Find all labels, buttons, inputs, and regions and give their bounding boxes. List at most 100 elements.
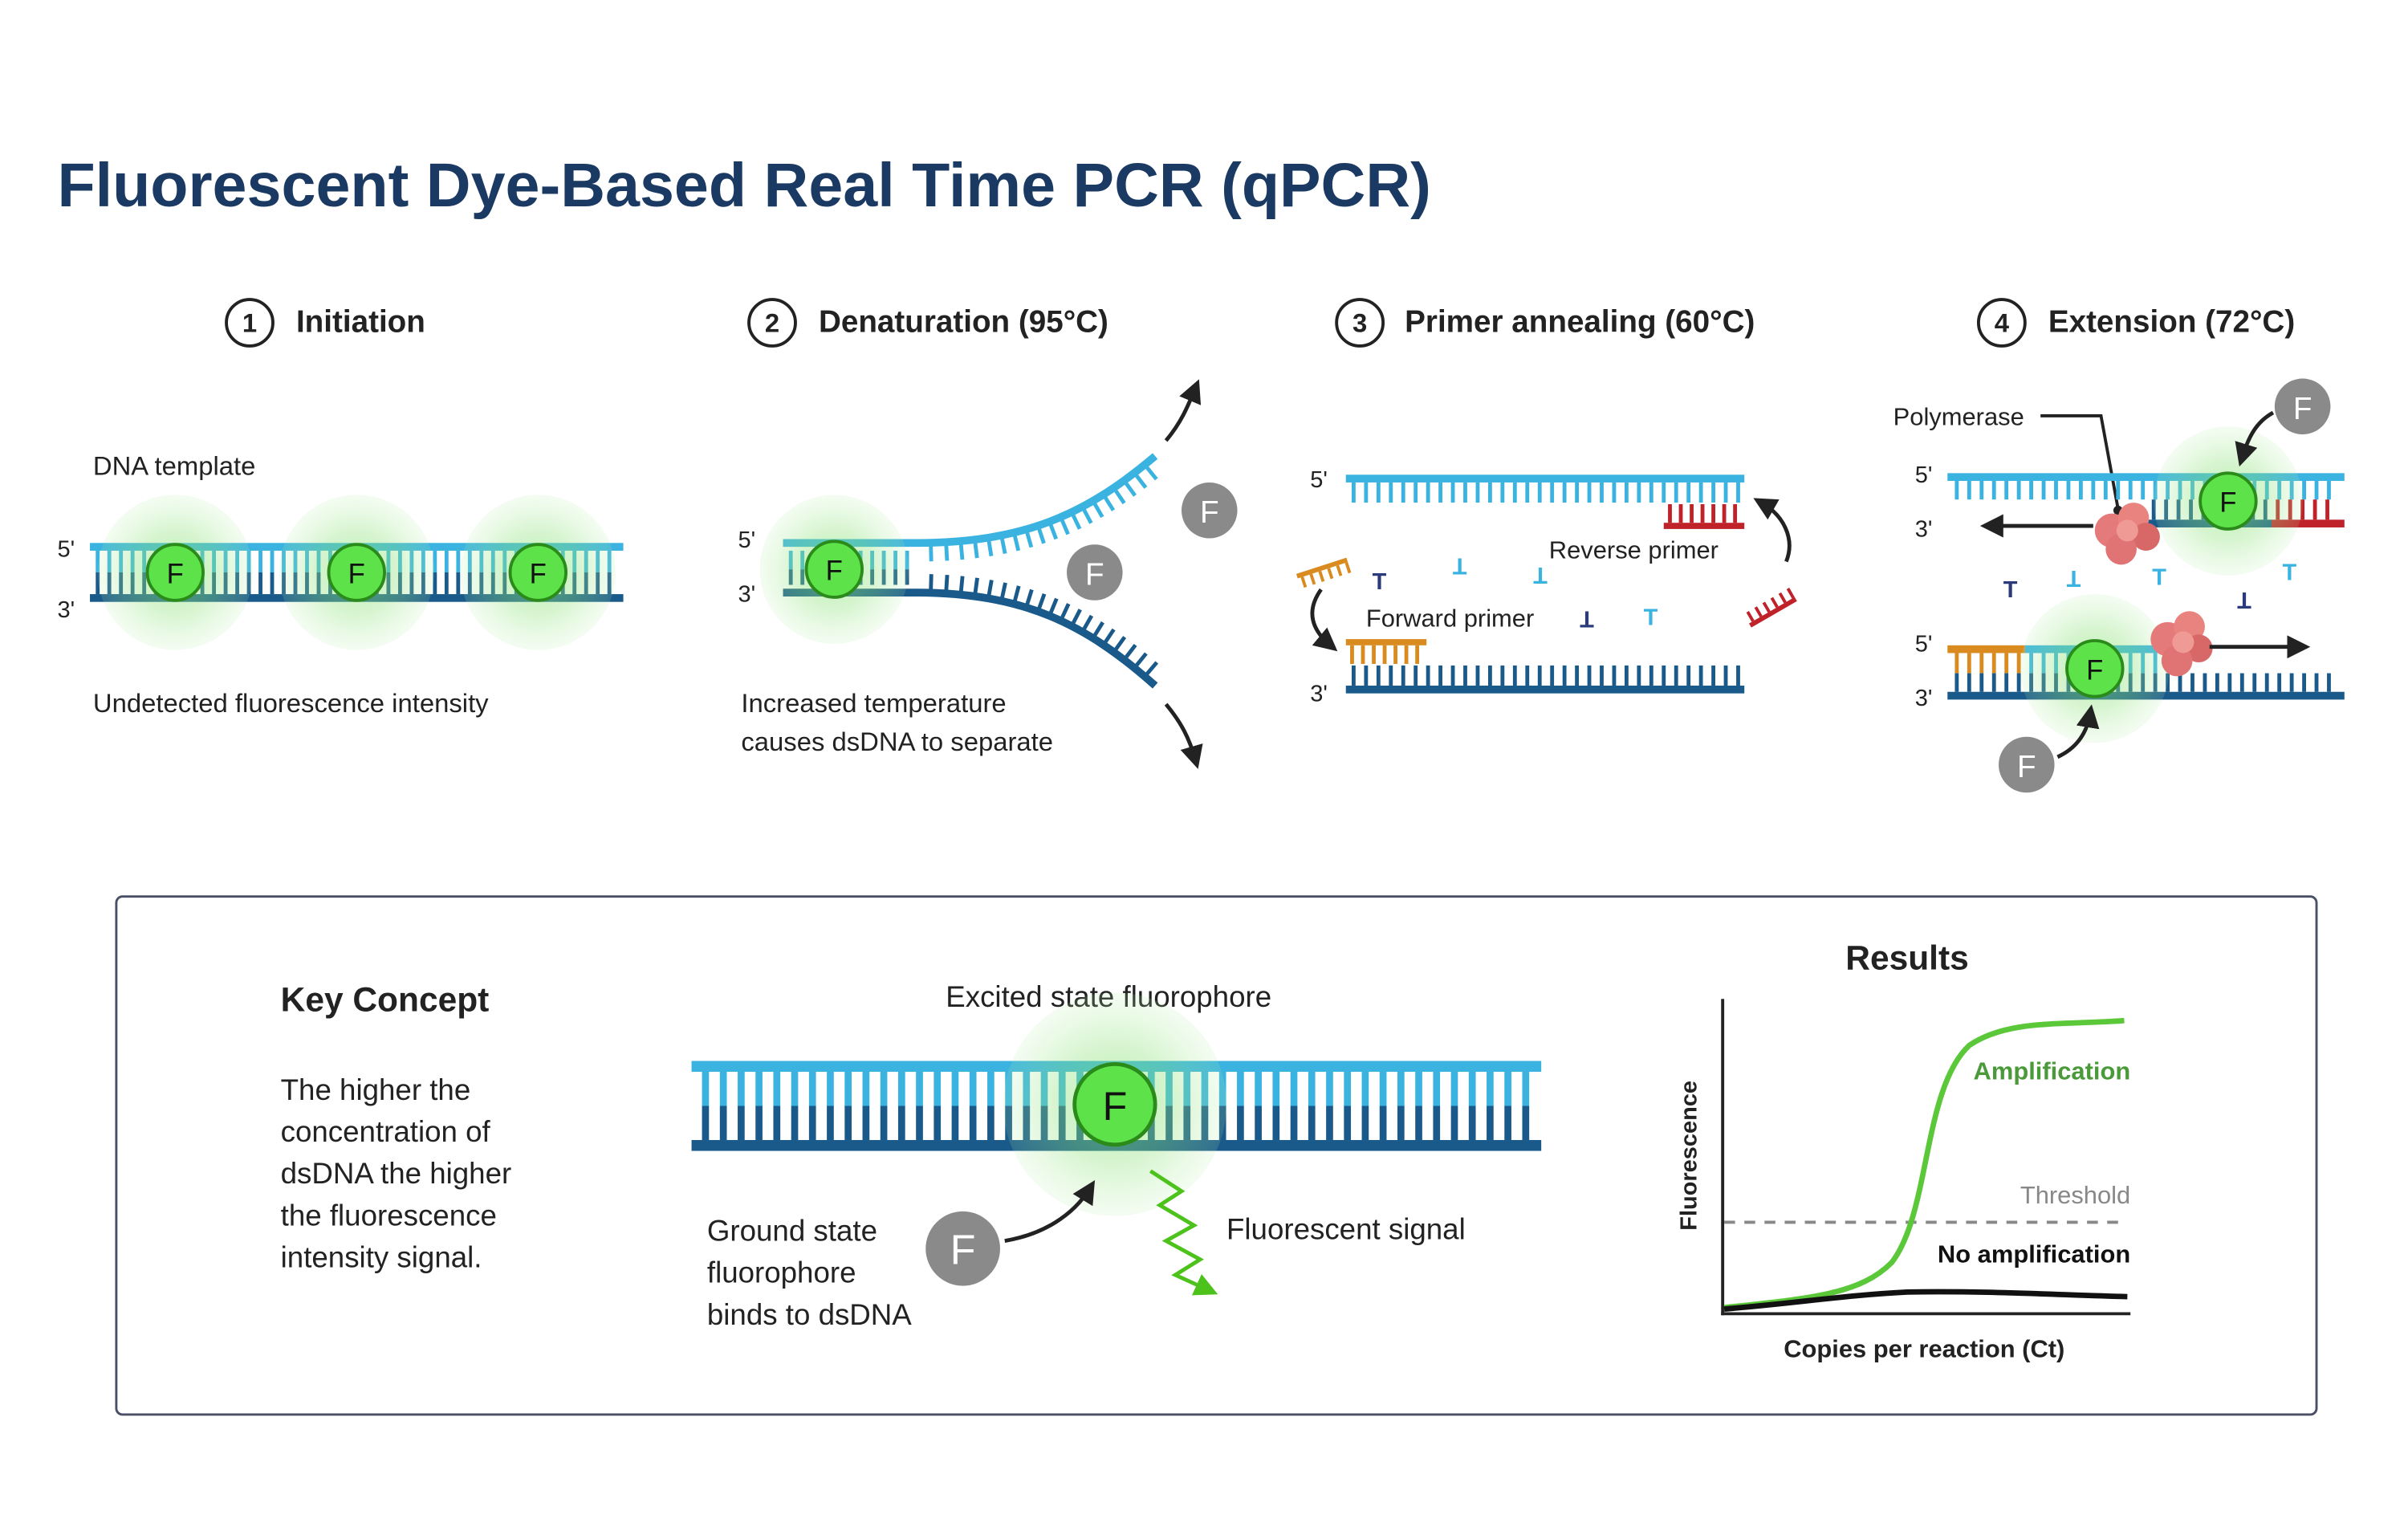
top-strand-separating xyxy=(783,453,1158,548)
base xyxy=(1069,511,1082,530)
base xyxy=(1011,531,1021,552)
ground-state-label: Ground state fluorophore binds to dsDNA xyxy=(707,1215,912,1331)
fluorescent-signal-label: Fluorescent signal xyxy=(1226,1213,1466,1246)
base xyxy=(1091,499,1104,519)
three-prime-label: 3' xyxy=(1915,517,1933,543)
arrow-up-icon xyxy=(1164,379,1202,442)
dna-template-label: DNA template xyxy=(93,450,256,480)
fluorophore-letter: F xyxy=(167,560,184,590)
base xyxy=(1133,471,1148,489)
fluorophore-bound: F xyxy=(2020,594,2170,743)
primer-bases xyxy=(1668,504,1738,523)
base xyxy=(929,574,934,593)
step-title: Denaturation (95°C) xyxy=(819,305,1108,340)
x-axis-label: Copies per reaction (Ct) xyxy=(1784,1334,2064,1362)
base xyxy=(986,537,994,556)
step-title: Extension (72°C) xyxy=(2048,305,2295,340)
fluorophore xyxy=(2065,639,2125,698)
bottom-strand-separating xyxy=(783,588,1158,689)
base xyxy=(1080,614,1094,633)
step-number: 1 xyxy=(242,308,257,338)
base xyxy=(944,574,950,594)
free-dye: F xyxy=(1999,736,2055,793)
step-header-2: 2 Denaturation (95°C) xyxy=(747,298,1108,348)
fluorophore-bound: F xyxy=(279,495,434,650)
primer-bases xyxy=(1350,645,1420,664)
ground-state-dye: F xyxy=(925,1211,1000,1286)
panel-extension: Polymerase 5' 3' 5' 3' F F xyxy=(1893,378,2345,793)
curved-arrow-icon xyxy=(1004,1180,1096,1243)
dye-circle xyxy=(1181,482,1238,539)
reverse-primer-label: Reverse primer xyxy=(1549,536,1719,564)
polymerase-icon xyxy=(2094,503,2160,565)
dye-circle xyxy=(1999,736,2055,793)
base xyxy=(1024,528,1034,548)
amplification-curve xyxy=(1723,1017,2125,1311)
dye-letter: F xyxy=(2017,750,2036,784)
fluorescent-signal-icon xyxy=(1149,1169,1218,1296)
fluorophore-letter: F xyxy=(1103,1084,1128,1129)
step-number-circle xyxy=(747,298,797,348)
dye-letter: F xyxy=(2293,392,2312,426)
bases-top xyxy=(1351,482,1740,503)
panel-initiation: DNA template 5' 3' F F F Undetected fluo… xyxy=(57,450,624,718)
free-dye: F xyxy=(2274,378,2331,435)
forward-primer-bottom xyxy=(1947,645,2025,654)
free-nucleotides: T T T T T xyxy=(1373,553,1658,632)
forward-primer-label: Forward primer xyxy=(1366,605,1534,633)
panel-primer-annealing: 5' 3' T T T T T xyxy=(1296,467,1797,706)
base xyxy=(1112,636,1127,654)
nucleotide-icon: T xyxy=(1580,605,1594,631)
nucleotide-icon: T xyxy=(2003,577,2018,603)
bases-bottom xyxy=(1351,665,1740,686)
nucleotide-icon: T xyxy=(1533,562,1548,588)
fluorophore-letter: F xyxy=(2219,488,2236,519)
fluorophore-bound: F xyxy=(97,495,253,650)
key-concept-text: The higher the concentration of dsDNA th… xyxy=(281,1073,520,1274)
step-header-3: 3 Primer annealing (60°C) xyxy=(1335,298,1755,348)
step-number: 4 xyxy=(1995,308,2010,338)
fluorophore xyxy=(2199,471,2258,531)
step-number: 3 xyxy=(1352,308,1367,338)
excited-fluorophore: F xyxy=(1003,992,1227,1216)
fluorophore xyxy=(804,540,864,599)
dye-letter: F xyxy=(950,1228,976,1274)
base xyxy=(944,542,950,561)
nucleotide-icon: T xyxy=(2066,565,2081,591)
dye-circle xyxy=(2274,378,2331,435)
free-reverse-primer xyxy=(1746,588,1797,628)
five-prime-label: 5' xyxy=(1310,467,1328,493)
base xyxy=(973,539,979,559)
step-header-4: 4 Extension (72°C) xyxy=(1976,298,2295,348)
five-prime-label: 5' xyxy=(57,537,75,563)
reverse-primer-annealed xyxy=(1663,504,1745,529)
base xyxy=(1101,628,1116,646)
base xyxy=(1035,592,1047,613)
base xyxy=(1122,479,1137,497)
step-title: Primer annealing (60°C) xyxy=(1405,305,1755,340)
base xyxy=(973,577,979,597)
dye-circle xyxy=(925,1211,1000,1286)
dye-circle xyxy=(1067,544,1123,601)
base xyxy=(1024,588,1034,609)
curved-arrow-icon xyxy=(2056,704,2100,759)
three-prime-label: 3' xyxy=(1915,686,1933,711)
base xyxy=(929,542,934,562)
base xyxy=(1133,652,1148,670)
base xyxy=(1143,661,1159,678)
base xyxy=(1143,463,1158,481)
base xyxy=(1059,603,1071,622)
dye-letter: F xyxy=(1200,495,1219,530)
three-prime-label: 3' xyxy=(57,597,75,623)
base xyxy=(958,540,965,560)
page-title: Fluorescent Dye-Based Real Time PCR (qPC… xyxy=(57,151,1430,220)
results-title: Results xyxy=(1845,940,1968,978)
five-prime-label: 5' xyxy=(1915,462,1933,488)
nucleotide-icon: T xyxy=(2237,587,2251,613)
reverse-primer-top xyxy=(2272,519,2345,527)
base xyxy=(1059,516,1070,535)
base xyxy=(1069,609,1082,627)
polymerase-label: Polymerase xyxy=(1893,402,2024,430)
primer-backbone xyxy=(1345,639,1427,645)
step-header-1: 1 Initiation xyxy=(225,298,425,348)
